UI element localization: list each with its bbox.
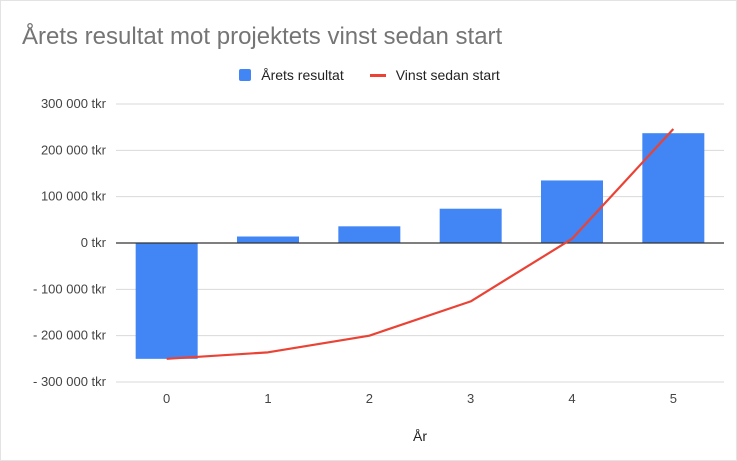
chart-title: Årets resultat mot projektets vinst seda…	[22, 23, 503, 50]
legend-swatch-bars	[239, 69, 252, 81]
x-tick-label: 2	[366, 391, 373, 406]
x-tick-label: 5	[670, 391, 677, 406]
y-tick-label: 300 000 tkr	[41, 96, 107, 111]
line-vinst-sedan-start	[166, 128, 675, 360]
x-tick-label: 0	[163, 391, 170, 406]
y-tick-label: 100 000 tkr	[41, 189, 107, 204]
legend-item-bars[interactable]: Årets resultat	[239, 67, 344, 83]
x-tick-label: 3	[467, 391, 474, 406]
chart-legend: Årets resultat Vinst sedan start	[1, 65, 737, 85]
y-tick-label: - 200 000 tkr	[33, 328, 107, 343]
y-tick-label: - 100 000 tkr	[33, 281, 107, 296]
bar-arets-resultat	[541, 180, 603, 243]
bar-arets-resultat	[642, 133, 705, 243]
x-tick-label: 1	[264, 391, 271, 406]
legend-item-line[interactable]: Vinst sedan start	[369, 67, 500, 83]
y-tick-label: 200 000 tkr	[41, 142, 107, 157]
bar-arets-resultat	[237, 236, 299, 243]
legend-swatch-line	[369, 73, 386, 77]
legend-label-bars: Årets resultat	[261, 67, 344, 83]
legend-label-line: Vinst sedan start	[395, 67, 500, 83]
bar-arets-resultat	[135, 243, 198, 359]
y-tick-label: 0 tkr	[81, 235, 107, 250]
bar-arets-resultat	[338, 226, 401, 243]
x-tick-label: 4	[568, 391, 575, 406]
x-axis-title: År	[413, 428, 427, 444]
bar-arets-resultat	[439, 208, 502, 243]
y-tick-label: - 300 000 tkr	[33, 374, 107, 389]
